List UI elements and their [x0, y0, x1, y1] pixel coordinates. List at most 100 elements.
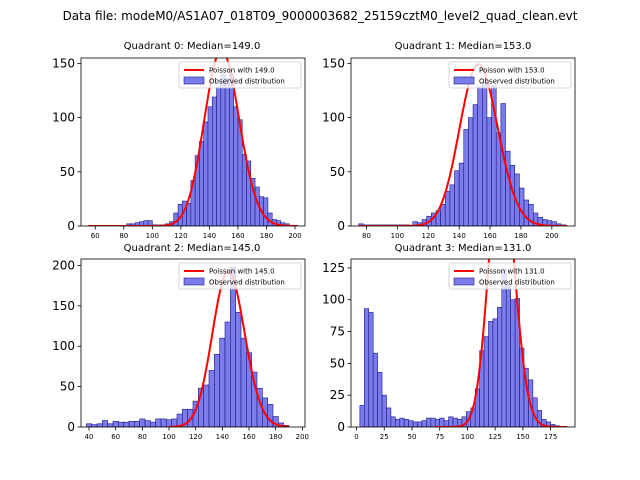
- histogram-bar: [240, 337, 247, 427]
- legend-box: [178, 61, 302, 89]
- histogram-bar: [220, 73, 226, 226]
- quadrant-2-title: Quadrant 2: Median=145.0: [124, 243, 261, 254]
- legend-box: [448, 262, 572, 290]
- y-tick-label: 25: [330, 388, 345, 402]
- y-tick-label: 50: [330, 165, 345, 179]
- x-tick-label: 200: [545, 232, 558, 240]
- histogram-bar: [203, 384, 210, 427]
- histogram-bar: [497, 307, 503, 427]
- x-tick-label: 100: [461, 433, 474, 441]
- histogram-bar: [434, 419, 441, 427]
- x-tick-label: 100: [391, 232, 404, 240]
- histogram-bar: [199, 141, 205, 226]
- histogram-bar: [102, 420, 108, 427]
- y-tick-label: 100: [52, 339, 75, 353]
- histogram-bar: [128, 421, 135, 427]
- quadrant-1-panel: Quadrant 1: Median=153.0 80 100 120 140 160 1…: [322, 41, 576, 240]
- histogram-bar: [207, 106, 213, 226]
- histogram-bar: [421, 420, 427, 427]
- histogram-bar: [160, 418, 167, 427]
- histogram-bar: [439, 417, 445, 427]
- legend-bar-swatch: [453, 76, 475, 85]
- histogram-bar: [417, 421, 423, 427]
- x-tick-label: 175: [544, 433, 557, 441]
- histogram-bar: [364, 308, 370, 427]
- histogram-bar: [233, 106, 239, 226]
- x-tick-label: 100: [146, 232, 159, 240]
- histogram-bar: [426, 417, 432, 427]
- x-tick-label: 180: [269, 433, 282, 441]
- y-tick-label: 0: [67, 219, 75, 233]
- histogram-bar: [216, 86, 222, 226]
- histogram-bar: [395, 419, 401, 427]
- histogram-bar: [505, 284, 511, 427]
- histogram-bar: [477, 85, 483, 226]
- histogram-bar: [430, 417, 436, 427]
- x-tick-label: 140: [203, 232, 216, 240]
- plot-area: [359, 259, 568, 427]
- legend-observed-label: Observed distribution: [209, 78, 285, 86]
- y-tick-label: 125: [322, 261, 345, 275]
- legend-poisson-label: Poisson with 149.0: [209, 67, 275, 75]
- histogram-bar: [458, 162, 465, 226]
- y-tick-label: 150: [322, 56, 345, 70]
- x-tick-label: 180: [514, 232, 527, 240]
- x-tick-label: 25: [380, 433, 389, 441]
- quadrant-0-panel: Quadrant 0: Median=149.0 60 80 100 120 140 16…: [52, 41, 306, 240]
- histogram-bar: [492, 318, 498, 427]
- histogram-bar: [118, 421, 124, 427]
- plot-area: [86, 266, 290, 427]
- poisson-curve: [88, 58, 298, 226]
- legend-bar-swatch: [453, 277, 475, 286]
- legend-observed-label: Observed distribution: [479, 279, 555, 287]
- histogram-bar: [186, 202, 192, 226]
- x-tick-label: 80: [119, 232, 128, 240]
- histogram-bar: [267, 404, 274, 427]
- histogram-bar: [463, 129, 469, 226]
- y-tick-label: 200: [52, 258, 75, 272]
- histogram-bar: [501, 268, 507, 427]
- legend-poisson-label: Poisson with 131.0: [479, 268, 545, 276]
- x-tick-label: 60: [91, 232, 100, 240]
- axes-frame: [350, 258, 576, 428]
- histogram-bar: [368, 312, 374, 427]
- histogram-bar: [96, 423, 103, 427]
- quadrant-2-panel: Quadrant 2: Median=145.0 40 60 80 100 120 140…: [52, 243, 309, 441]
- poisson-curve: [358, 63, 568, 226]
- histogram-bar: [452, 417, 458, 427]
- x-tick-label: 200: [288, 232, 301, 240]
- histogram-bar: [408, 420, 414, 427]
- y-tick-label: 100: [52, 111, 75, 125]
- x-tick-label: 75: [435, 433, 444, 441]
- legend-box: [448, 61, 572, 89]
- x-tick-label: 160: [231, 232, 244, 240]
- x-tick-label: 125: [488, 433, 501, 441]
- legend-box: [178, 262, 302, 290]
- quadrant-1-title: Quadrant 1: Median=153.0: [395, 41, 532, 52]
- x-tick-label: 200: [296, 433, 309, 441]
- histogram-bar: [440, 204, 446, 226]
- histogram-bar: [523, 199, 529, 226]
- histogram-bar: [412, 421, 418, 427]
- histogram-bar: [386, 407, 392, 427]
- x-tick-label: 140: [452, 232, 465, 240]
- histogram-bar: [263, 197, 269, 226]
- axes-frame: [80, 57, 306, 227]
- histogram-bar: [483, 336, 489, 427]
- histogram-bar: [224, 78, 230, 226]
- histogram-bar: [230, 266, 236, 427]
- histogram-bar: [403, 419, 409, 427]
- histogram-bar: [381, 394, 387, 427]
- histogram-bar: [144, 420, 151, 427]
- histogram-bar: [486, 117, 492, 226]
- histogram-bar: [444, 191, 451, 226]
- quadrant-0-title: Quadrant 0: Median=149.0: [124, 41, 261, 52]
- histogram-bar: [449, 184, 455, 226]
- x-tick-label: 40: [85, 433, 94, 441]
- y-tick-label: 0: [337, 420, 345, 434]
- x-tick-label: 60: [111, 433, 120, 441]
- histogram-bar: [224, 321, 231, 427]
- histogram-bar: [139, 418, 146, 427]
- legend-observed-label: Observed distribution: [479, 78, 555, 86]
